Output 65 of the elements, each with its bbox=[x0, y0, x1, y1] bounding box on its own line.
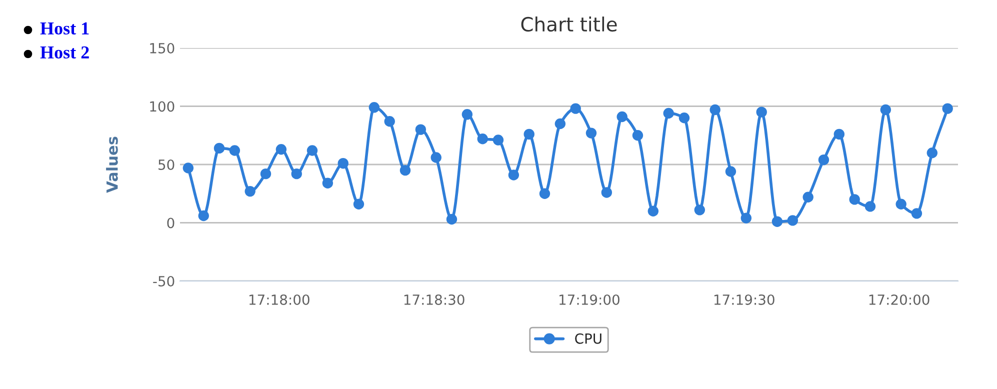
point bbox=[182, 162, 194, 174]
point bbox=[508, 170, 520, 180]
x-tick-label: 17:19:30 bbox=[714, 294, 774, 305]
point bbox=[462, 109, 473, 120]
point bbox=[926, 147, 938, 158]
text: Host 1 bbox=[40, 22, 89, 35]
point bbox=[787, 215, 798, 226]
point bbox=[725, 166, 736, 177]
point bbox=[244, 186, 256, 197]
text: Host 2 bbox=[40, 46, 89, 59]
point bbox=[384, 116, 395, 127]
point bbox=[198, 210, 209, 222]
point bbox=[678, 112, 690, 124]
point bbox=[322, 178, 334, 188]
point bbox=[229, 145, 240, 156]
point bbox=[214, 142, 225, 154]
point bbox=[632, 130, 644, 141]
chart-title: Chart title bbox=[521, 16, 617, 32]
point bbox=[430, 152, 442, 163]
point bbox=[554, 118, 566, 130]
point bbox=[880, 104, 892, 116]
point bbox=[834, 128, 845, 140]
point bbox=[492, 134, 504, 146]
point bbox=[756, 106, 767, 118]
point bbox=[539, 188, 550, 199]
point bbox=[570, 103, 581, 114]
legend-label: CPU bbox=[575, 333, 602, 344]
point bbox=[586, 128, 597, 138]
x-tick-label: 17:18:30 bbox=[404, 294, 464, 305]
point bbox=[446, 214, 458, 225]
point bbox=[849, 194, 860, 205]
y-tick-label: 0 bbox=[167, 218, 174, 228]
point bbox=[524, 128, 534, 140]
x-tick-label: 17:19:00 bbox=[560, 294, 620, 305]
point bbox=[648, 206, 659, 216]
y-axis-title: Values bbox=[106, 136, 118, 193]
point bbox=[368, 102, 380, 113]
point bbox=[477, 134, 488, 144]
point bbox=[772, 216, 783, 227]
point bbox=[802, 192, 814, 202]
y-tick-label: 50 bbox=[158, 159, 174, 170]
point bbox=[710, 104, 720, 116]
point bbox=[911, 208, 922, 219]
x-tick-label: 17:20:00 bbox=[869, 294, 930, 305]
point bbox=[415, 124, 426, 135]
point bbox=[306, 145, 318, 156]
point bbox=[864, 201, 876, 212]
point bbox=[291, 168, 302, 180]
y-tick-label: -50 bbox=[153, 276, 174, 286]
point bbox=[740, 212, 752, 224]
point bbox=[276, 144, 287, 155]
point bbox=[353, 198, 364, 210]
point bbox=[818, 154, 830, 166]
point bbox=[663, 108, 674, 119]
point bbox=[694, 204, 706, 216]
y-tick-label: 100 bbox=[150, 101, 174, 112]
point bbox=[601, 187, 612, 198]
y-tick-label: 150 bbox=[150, 42, 174, 54]
point bbox=[616, 111, 628, 122]
point bbox=[896, 198, 906, 210]
point bbox=[942, 103, 953, 114]
x-tick-label: 17:18:00 bbox=[249, 294, 310, 305]
point bbox=[338, 158, 348, 169]
point bbox=[260, 168, 272, 180]
point bbox=[400, 164, 411, 176]
